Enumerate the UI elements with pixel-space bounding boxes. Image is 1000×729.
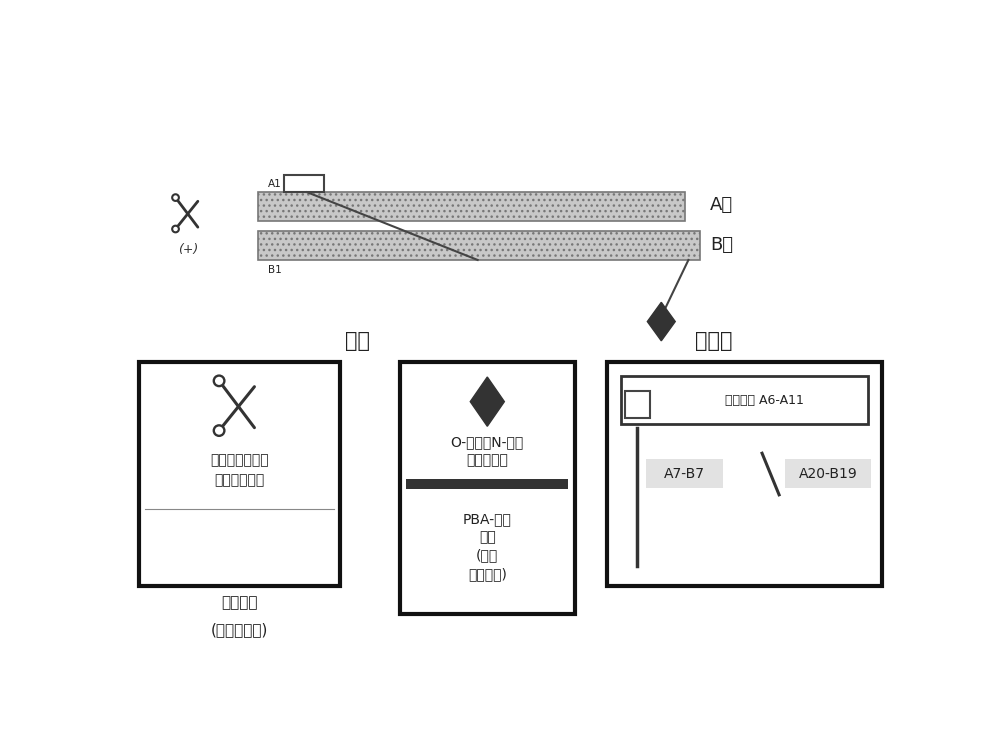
Bar [284,175,324,192]
Text: B1: B1 [268,265,282,276]
Text: 单体葡萄糖结合
部分和间隔物: 单体葡萄糖结合 部分和间隔物 [210,453,269,487]
Bar [625,391,650,418]
Bar [406,480,568,489]
Text: (+): (+) [178,243,199,256]
Text: 二硫键: 二硫键 [695,331,733,351]
Polygon shape [470,377,504,426]
Bar [258,230,700,260]
Text: A链: A链 [710,196,733,214]
Text: A7-B7: A7-B7 [664,467,705,481]
Bar [400,362,574,614]
Text: A1: A1 [268,179,282,189]
Text: A20-B19: A20-B19 [799,467,857,481]
Text: 修饰: 修饰 [345,331,370,351]
Bar [785,459,871,488]
Circle shape [214,425,224,436]
Text: B链: B链 [710,236,733,254]
Circle shape [172,226,179,233]
Text: O-连接或N-连接
的糖加合物: O-连接或N-连接 的糖加合物 [451,434,524,467]
Polygon shape [647,303,675,341]
Text: 半胱氨酸 A6-A11: 半胱氨酸 A6-A11 [725,394,804,407]
Bar [258,192,685,222]
Text: PBA-结合
元件
(各种
二醇试剂): PBA-结合 元件 (各种 二醇试剂) [463,512,512,581]
Text: 苯基硼酸: 苯基硼酸 [221,595,258,610]
Bar [621,376,868,424]
Bar [646,459,723,488]
Bar [139,362,340,585]
Circle shape [214,375,224,386]
Bar [607,362,882,585]
Text: (任选的卤化): (任选的卤化) [211,623,268,638]
Circle shape [172,194,179,201]
